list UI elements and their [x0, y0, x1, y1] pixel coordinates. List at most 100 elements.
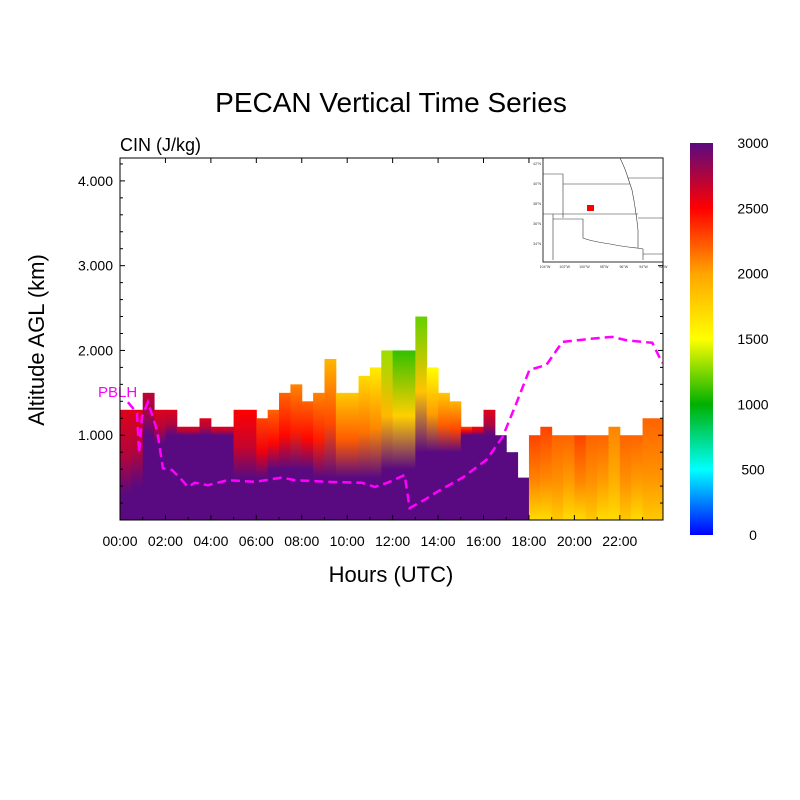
heatmap-column — [222, 426, 235, 520]
colorbar-tick-label: 3000 — [737, 135, 768, 151]
colorbar-tick-label: 500 — [741, 462, 765, 478]
heatmap-column — [233, 409, 246, 520]
x-tick-label: 10:00 — [330, 533, 365, 549]
inset-lon-label: 92°W — [659, 265, 668, 269]
heatmap-column — [506, 452, 519, 520]
heatmap-column — [301, 401, 314, 520]
x-axis-label: Hours (UTC) — [329, 562, 454, 587]
heatmap-column — [369, 367, 382, 520]
colorbar-gradient — [690, 143, 713, 535]
heatmap-column — [483, 409, 496, 520]
heatmap-column — [256, 418, 269, 520]
heatmap-column — [358, 375, 371, 520]
plot-frame — [119, 157, 664, 521]
inset-lon-label: 100°W — [579, 265, 590, 269]
heatmap-column — [460, 426, 473, 520]
heatmap-column — [517, 477, 530, 520]
heatmap-column — [653, 418, 664, 520]
colorbar-tick-label: 0 — [749, 527, 757, 543]
inset-map: 42°N 40°N 38°N 36°N 34°N 104°W 102°W 100°W 98°W 9… — [533, 157, 668, 269]
x-tick-label: 14:00 — [421, 533, 456, 549]
y-axis-label: Altitude AGL (km) — [24, 254, 49, 426]
heatmap-column — [563, 435, 575, 520]
heatmap-column — [176, 426, 189, 520]
heatmap-column — [642, 418, 655, 520]
heatmap-column — [188, 426, 201, 520]
x-tick-label: 12:00 — [375, 533, 410, 549]
inset-lat-label: 42°N — [533, 162, 541, 166]
heatmap-column — [619, 435, 632, 520]
inset-lat-label: 36°N — [533, 222, 541, 226]
x-tick-label: 02:00 — [148, 533, 183, 549]
heatmap-column — [608, 426, 621, 520]
inset-lon-label: 98°W — [600, 265, 609, 269]
heatmap-column — [403, 350, 416, 520]
colorbar-tick-label: 1000 — [737, 396, 768, 412]
axes: 00:00 02:00 04:00 06:00 08:00 10:00 12:00 14:00… — [78, 158, 663, 549]
chart-title: PECAN Vertical Time Series — [215, 87, 567, 118]
variable-label: CIN (J/kg) — [120, 135, 201, 155]
heatmap-column — [267, 409, 280, 520]
inset-lat-label: 34°N — [533, 242, 541, 246]
heatmap-column — [131, 409, 144, 520]
heatmap-column — [392, 350, 405, 520]
heatmap-column — [210, 426, 223, 520]
heatmap-column — [585, 435, 598, 520]
x-tick-label: 20:00 — [557, 533, 592, 549]
heatmap-column — [597, 435, 609, 520]
x-tick-label: 06:00 — [239, 533, 274, 549]
x-tick-label: 04:00 — [193, 533, 228, 549]
colorbar-tick-label: 2000 — [737, 266, 768, 282]
state-borders — [543, 157, 663, 260]
heatmap-column — [528, 435, 541, 520]
y-tick-label: 4.000 — [78, 173, 113, 189]
pblh-label: PBLH — [98, 384, 137, 401]
heatmap-column — [540, 426, 553, 520]
x-tick-label: 22:00 — [602, 533, 637, 549]
site-marker — [587, 205, 594, 211]
heatmap-column — [472, 426, 485, 520]
inset-lon-label: 102°W — [559, 265, 570, 269]
colorbar-tick-label: 2500 — [737, 200, 768, 216]
heatmap-column — [381, 350, 394, 520]
x-tick-label: 18:00 — [511, 533, 546, 549]
heatmap-column — [631, 435, 644, 520]
inset-lon-label: 94°W — [639, 265, 648, 269]
colorbar: 0 500 1000 1500 2000 2500 3000 — [690, 135, 769, 543]
heatmap-column — [279, 392, 291, 520]
heatmap-column — [426, 367, 439, 520]
inset-lat-label: 38°N — [533, 202, 541, 206]
colorbar-tick-label: 1500 — [737, 331, 768, 347]
heatmap-column — [551, 435, 564, 520]
heatmap-column — [244, 409, 257, 520]
heatmap-column — [438, 392, 450, 520]
heatmap-column — [142, 392, 155, 520]
inset-lon-label: 104°W — [540, 265, 551, 269]
heatmap-column — [494, 435, 507, 520]
pblh-line — [126, 335, 664, 511]
heatmap-column — [154, 409, 166, 520]
heatmap-column — [335, 392, 348, 520]
heatmap-column — [347, 392, 360, 520]
x-tick-label: 00:00 — [102, 533, 137, 549]
heatmap-column — [415, 316, 428, 520]
y-tick-label: 2.000 — [78, 342, 113, 358]
inset-map-frame — [542, 157, 664, 263]
x-tick-label: 08:00 — [284, 533, 319, 549]
pblh-series — [126, 335, 664, 511]
heatmap-column — [449, 401, 462, 520]
x-tick-label: 16:00 — [466, 533, 501, 549]
y-tick-label: 3.000 — [78, 258, 113, 274]
heatmap-column — [199, 418, 212, 520]
y-tick-label: 1.000 — [78, 427, 113, 443]
inset-lat-label: 40°N — [533, 182, 541, 186]
heatmap-column — [290, 384, 303, 520]
heatmap-column — [313, 392, 325, 520]
heatmap — [120, 316, 664, 520]
heatmap-column — [324, 358, 337, 520]
heatmap-column — [165, 409, 178, 520]
inset-lon-label: 96°W — [619, 265, 628, 269]
heatmap-column — [574, 435, 587, 520]
heatmap-column — [120, 409, 132, 520]
